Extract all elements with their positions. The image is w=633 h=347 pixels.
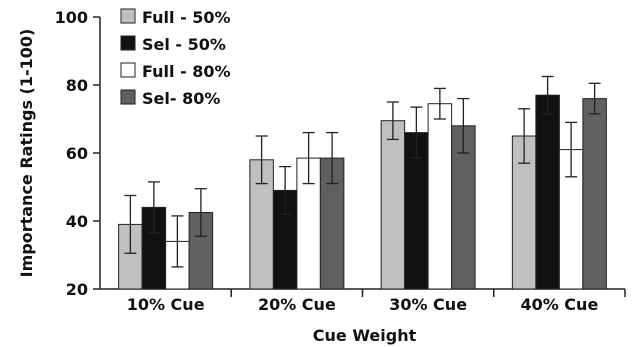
error-bar <box>410 106 423 159</box>
y-tick-label: 100 <box>55 8 88 27</box>
bar <box>427 103 453 290</box>
error-bar <box>386 101 399 141</box>
error-bar <box>588 82 601 115</box>
y-axis-title: Importance Ratings (1-100) <box>17 29 36 278</box>
legend-swatch <box>120 89 136 105</box>
legend-label: Sel- 80% <box>142 89 220 108</box>
x-tick-label: 30% Cue <box>389 295 467 314</box>
error-bar <box>194 188 207 237</box>
error-bar <box>326 131 339 185</box>
bar-group <box>118 75 607 290</box>
error-bar <box>518 108 531 164</box>
y-tick-label: 20 <box>66 280 88 299</box>
x-tick-label: 40% Cue <box>520 295 598 314</box>
bar <box>535 94 560 290</box>
legend-swatch <box>120 35 136 51</box>
x-axis-title: Cue Weight <box>313 326 417 345</box>
error-bar <box>171 215 184 268</box>
legend-label: Sel - 50% <box>142 35 226 54</box>
error-bar <box>279 165 292 215</box>
error-bar <box>255 135 268 185</box>
error-bar <box>541 75 554 115</box>
legend-label: Full - 80% <box>142 62 231 81</box>
legend-swatch <box>120 8 136 24</box>
y-tick-label: 60 <box>66 144 88 163</box>
y-tick-label: 40 <box>66 212 88 231</box>
legend-swatch <box>120 62 136 78</box>
error-bar <box>124 194 137 254</box>
error-bar <box>433 87 446 120</box>
error-bar <box>147 181 160 234</box>
bar <box>380 120 406 290</box>
x-tick-label: 10% Cue <box>127 295 205 314</box>
y-ticks: 20 40 60 80 100 <box>55 8 100 299</box>
error-bar <box>302 131 315 185</box>
legend-label: Full - 50% <box>142 8 231 27</box>
legend: Full - 50% Sel - 50% Full - 80% Sel- 80% <box>120 8 231 108</box>
error-bar <box>457 97 470 154</box>
bar <box>582 98 607 290</box>
y-tick-label: 80 <box>66 76 88 95</box>
x-ticks: 10% Cue 20% Cue 30% Cue 40% Cue <box>127 289 626 314</box>
x-tick-label: 20% Cue <box>258 295 336 314</box>
error-bar <box>565 121 578 178</box>
